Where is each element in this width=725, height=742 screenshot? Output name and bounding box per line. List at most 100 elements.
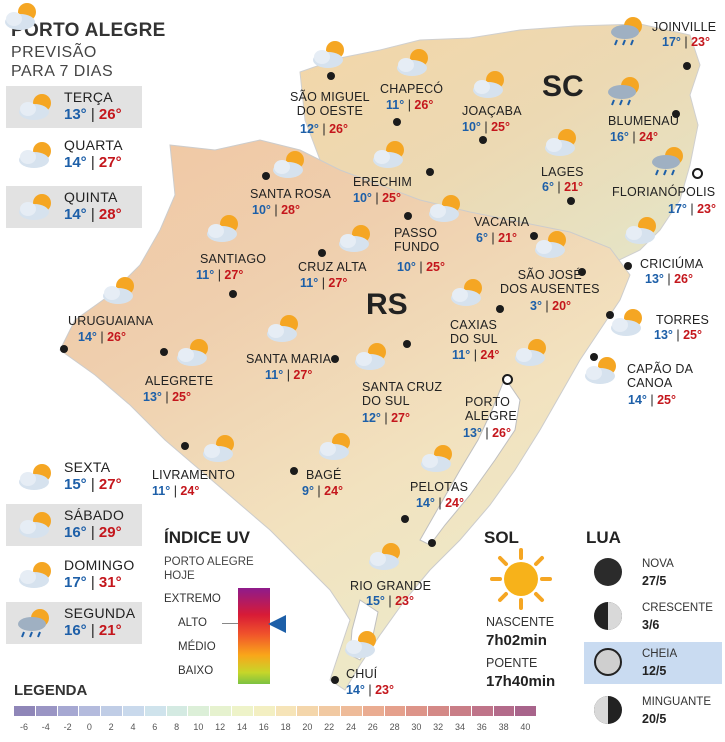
partly-cloudy-icon <box>207 215 238 242</box>
uv-level-medium: MÉDIO <box>178 641 216 653</box>
city-santa-rosa-name: SANTA ROSA <box>250 187 331 201</box>
legend-color-swatch <box>232 706 253 716</box>
partly-cloudy-icon <box>313 41 344 68</box>
forecast-day-name: DOMINGO <box>64 557 135 573</box>
moon-phase-date: 3/6 <box>642 618 660 632</box>
legend-tick-label: 30 <box>411 722 422 732</box>
city-alegrete-temps: 13° | 25° <box>143 390 192 404</box>
city-rio-grande-name: RIO GRANDE <box>350 579 432 593</box>
city-joacaba-marker <box>479 136 487 144</box>
forecast-day-name: QUINTA <box>64 189 118 205</box>
legend-color-swatch <box>297 706 319 716</box>
city-chapeco-temps: 11° | 26° <box>386 98 434 112</box>
moon-phase-full: CHEIA 12/5 <box>584 642 722 684</box>
moon-phase-date: 12/5 <box>642 664 667 678</box>
legend-color-swatch <box>493 706 515 716</box>
city-florianopolis-name: FLORIANÓPOLIS <box>612 185 716 199</box>
city-santa-maria-marker <box>331 355 339 363</box>
forecast-day-sunday: DOMINGO 17° | 31° <box>6 554 142 596</box>
city-santa-rosa-marker <box>262 172 270 180</box>
city-porto-alegre-capital-marker <box>502 374 513 385</box>
legend-color-swatch <box>188 706 210 716</box>
legend-color-swatch <box>101 706 122 716</box>
city-joinville-temps: 17° | 23° <box>662 35 711 49</box>
forecast-day-monday: SEGUNDA 16° | 21° <box>6 602 142 644</box>
uv-title: ÍNDICE UV <box>164 528 250 547</box>
city-santa-cruz-name: SANTA CRUZ DO SUL <box>362 380 443 408</box>
moon-phase-date: 27/5 <box>642 574 667 588</box>
sun-title: SOL <box>484 528 519 547</box>
city-criciuma-marker <box>624 262 632 270</box>
partly-cloudy-icon <box>345 631 376 658</box>
legend-color-swatch <box>14 706 35 716</box>
forecast-day-tuesday: TERÇA 13° | 26° <box>6 86 142 128</box>
page-title: PORTO ALEGRE <box>11 20 166 41</box>
sunrise-label: NASCENTE <box>486 615 555 629</box>
legend-tick-label: 10 <box>193 722 204 732</box>
legend-tick-label: 28 <box>389 722 400 732</box>
city-caxias-name: CAXIAS DO SUL <box>450 318 498 346</box>
sunset-label: POENTE <box>486 656 538 670</box>
city-uruguaiana-name: URUGUAIANA <box>68 314 154 328</box>
city-santiago-name: SANTIAGO <box>200 252 267 266</box>
first-quarter-moon-icon <box>594 602 622 630</box>
city-capao-temps: 14° | 25° <box>628 393 677 407</box>
city-cruz-alta-marker <box>318 249 326 257</box>
sun-cloud-rain-icon <box>608 77 639 106</box>
moon-phase-label: CHEIA <box>642 648 678 660</box>
forecast-day-temps: 14° | 28° <box>64 206 122 223</box>
forecast-day-temps: 13° | 26° <box>64 106 122 123</box>
partly-cloudy-icon <box>397 49 428 76</box>
moon-phase-label: NOVA <box>642 558 674 570</box>
uv-level-extreme: EXTREMO <box>164 593 221 605</box>
city-joacaba-name: JOAÇABA <box>462 104 522 118</box>
city-passo-fundo-marker <box>404 212 412 220</box>
city-joinville-marker <box>683 62 691 70</box>
city-blumenau-temps: 16° | 24° <box>610 130 659 144</box>
state-label-rs: RS <box>366 288 408 321</box>
partly-cloudy-icon <box>429 195 460 222</box>
partly-cloudy-icon <box>625 217 656 244</box>
legend-tick-label: 18 <box>280 722 291 732</box>
legend-tick-label: 14 <box>236 722 247 732</box>
forecast-day-temps: 16° | 29° <box>64 524 122 541</box>
partly-cloudy-icon <box>373 141 404 168</box>
forecast-day-temps: 16° | 21° <box>64 622 122 639</box>
city-erechim-name: ERECHIM <box>353 175 413 189</box>
legend-tick-label: 36 <box>476 722 487 732</box>
city-santa-cruz-marker <box>403 340 411 348</box>
city-caxias-temps: 11° | 24° <box>452 348 500 362</box>
legend-tick-label: -4 <box>41 722 50 732</box>
sun-cloud-rain-icon <box>611 17 642 46</box>
legend-tick-label: 26 <box>367 722 378 732</box>
partly-cloudy-icon <box>355 343 386 370</box>
legend-tick-label: 22 <box>324 722 335 732</box>
city-santa-maria-name: SANTA MARIA <box>246 352 332 366</box>
forecast-day-name: QUARTA <box>64 137 123 153</box>
city-uruguaiana-temps: 14° | 26° <box>78 330 127 344</box>
forecast-day-temps: 14° | 27° <box>64 154 122 171</box>
uv-level-high: ALTO <box>178 617 207 629</box>
forecast-day-temps: 17° | 31° <box>64 574 122 591</box>
legend-tick-label: 20 <box>302 722 313 732</box>
city-blumenau-name: BLUMENAU <box>608 114 680 128</box>
legend-color-swatch <box>144 706 166 716</box>
new-moon-icon <box>594 558 622 586</box>
city-lages-temps: 6° | 21° <box>542 180 584 194</box>
city-erechim-temps: 10° | 25° <box>353 191 402 205</box>
city-lages-marker <box>567 197 575 205</box>
uv-marker-icon <box>268 615 286 633</box>
legend-color-swatch <box>166 706 188 716</box>
city-criciuma-temps: 13° | 26° <box>645 272 694 286</box>
legend-tick-label: 38 <box>498 722 509 732</box>
partly-cloudy-icon <box>585 357 616 384</box>
legend-color-swatch <box>450 706 471 716</box>
city-livramento-marker <box>181 442 189 450</box>
legend-color-swatch <box>515 706 537 716</box>
legend-tick-label: -2 <box>63 722 72 732</box>
moon-phase-label: MINGUANTE <box>642 696 711 708</box>
city-chapeco-marker <box>393 118 401 126</box>
legend-tick-label: -6 <box>19 722 28 732</box>
city-santa-maria-temps: 11° | 27° <box>265 368 313 382</box>
moon-phase-date: 20/5 <box>642 712 667 726</box>
